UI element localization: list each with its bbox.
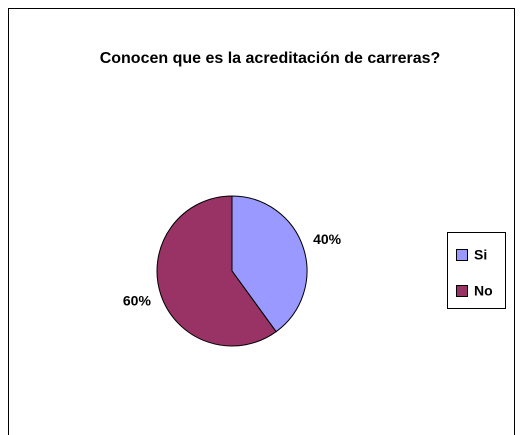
chart-title: Conocen que es la acreditación de carrer… bbox=[99, 50, 441, 67]
data-label: 60% bbox=[123, 293, 152, 309]
pie-slice bbox=[156, 195, 277, 347]
legend-label: No bbox=[474, 283, 493, 299]
legend-label: Si bbox=[474, 247, 487, 263]
pie-slice bbox=[231, 195, 308, 333]
data-label: 40% bbox=[313, 231, 342, 247]
legend-swatch bbox=[456, 285, 468, 297]
chart-frame bbox=[8, 8, 515, 435]
legend-swatch bbox=[456, 249, 468, 261]
